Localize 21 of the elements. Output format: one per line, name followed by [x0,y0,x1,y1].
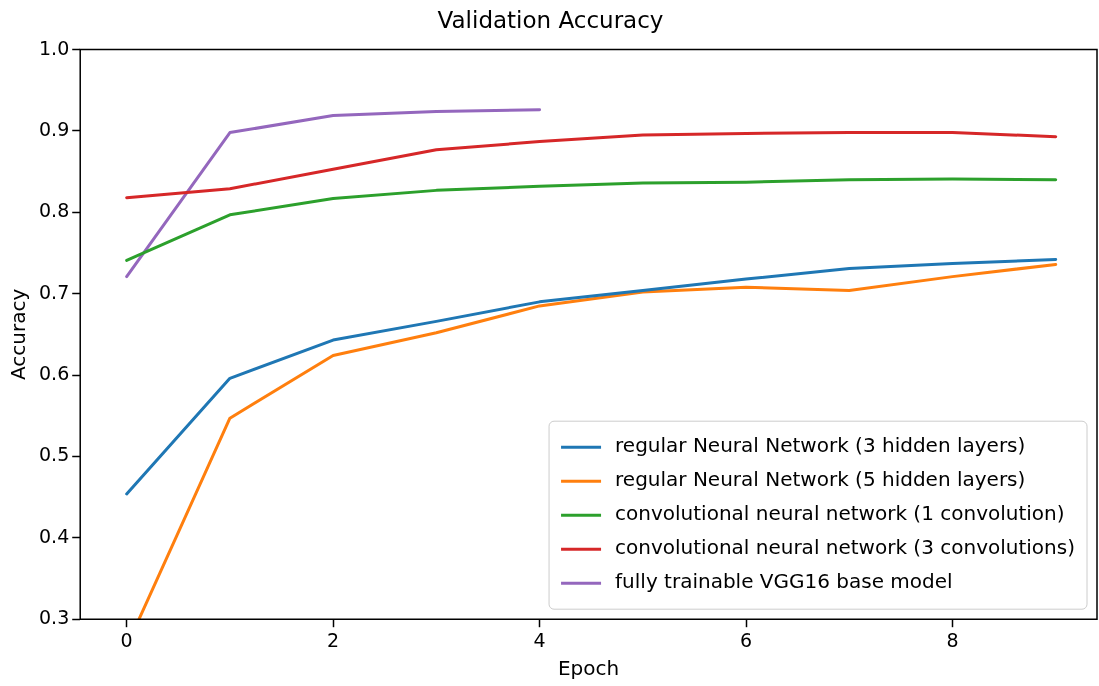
y-tick-label: 0.6 [39,362,70,385]
legend-label: regular Neural Network (3 hidden layers) [615,433,1026,458]
y-tick-label: 0.4 [39,524,70,547]
x-axis-title: Epoch [557,656,620,681]
x-tick-label: 8 [946,628,959,651]
legend-label: convolutional neural network (1 convolution) [615,501,1065,526]
y-tick-label: 0.5 [39,443,70,466]
y-axis-title: Accuracy [6,288,31,381]
x-tick-label: 6 [739,628,753,651]
y-tick-label: 1.0 [39,36,70,59]
y-tick-label: 0.7 [39,280,70,303]
x-tick-label: 2 [327,628,340,651]
legend-label: convolutional neural network (3 convolutions) [615,535,1075,560]
y-tick-label: 0.3 [39,606,70,629]
legend-label: regular Neural Network (5 hidden layers) [615,467,1026,492]
legend-label: fully trainable VGG16 base model [615,569,953,594]
chart-title: Validation Accuracy [437,6,664,33]
y-tick-label: 0.9 [39,117,70,140]
x-tick-label: 4 [533,628,546,651]
x-tick-label: 0 [120,628,133,651]
y-tick-label: 0.8 [39,199,70,222]
